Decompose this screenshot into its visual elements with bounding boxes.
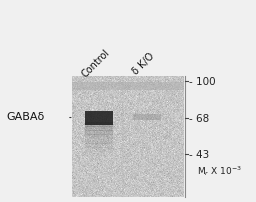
Text: Control: Control	[79, 48, 111, 80]
Text: M$_r$ X 10$^{-3}$: M$_r$ X 10$^{-3}$	[197, 163, 242, 177]
Text: - 68: - 68	[189, 113, 209, 123]
FancyBboxPatch shape	[72, 83, 184, 91]
Text: δ K/O: δ K/O	[131, 51, 156, 76]
FancyBboxPatch shape	[85, 135, 113, 140]
FancyBboxPatch shape	[85, 147, 113, 153]
Text: GABAδ: GABAδ	[6, 111, 45, 121]
FancyBboxPatch shape	[72, 77, 184, 197]
FancyBboxPatch shape	[85, 122, 113, 127]
FancyBboxPatch shape	[85, 130, 113, 135]
FancyBboxPatch shape	[85, 126, 113, 131]
FancyBboxPatch shape	[85, 139, 113, 144]
FancyBboxPatch shape	[85, 111, 113, 125]
Text: - 100: - 100	[189, 77, 216, 87]
FancyBboxPatch shape	[133, 114, 161, 120]
FancyBboxPatch shape	[85, 143, 113, 148]
Text: - 43: - 43	[189, 149, 209, 159]
